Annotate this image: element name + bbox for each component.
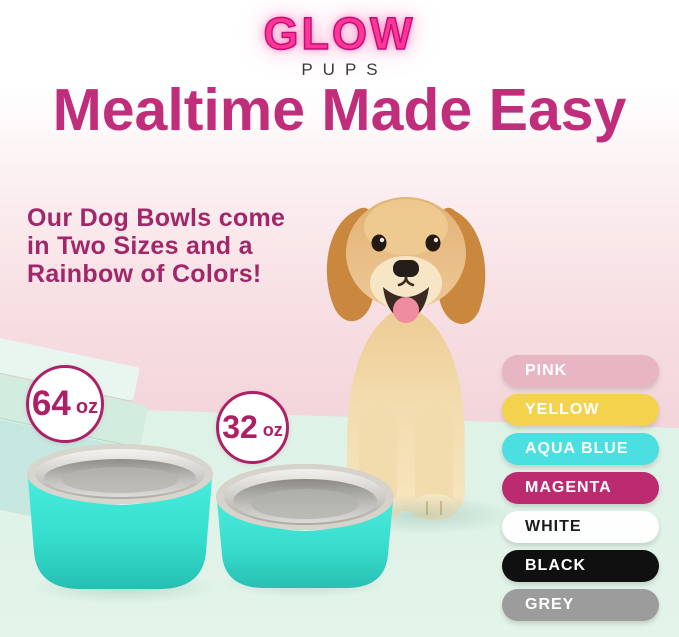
headline: Mealtime Made Easy	[52, 77, 627, 143]
brand-block: GLOW PUPS	[0, 7, 679, 80]
swatch-aqua-blue: AQUA BLUE	[502, 433, 659, 465]
brand-subtitle: PUPS	[301, 60, 388, 79]
swatch-white: WHITE	[502, 511, 659, 543]
tagline: Our Dog Bowls come in Two Sizes and a Ra…	[27, 204, 327, 288]
size-unit: oz	[262, 420, 283, 440]
dog-bowl-large	[27, 444, 213, 589]
tagline-line-1: Our Dog Bowls come	[27, 204, 286, 232]
swatch-grey: GREY	[502, 589, 659, 621]
size-value: 64	[31, 384, 71, 423]
swatch-pink: PINK	[502, 355, 659, 387]
size-value: 32	[222, 409, 258, 445]
tagline-line-3: Rainbow of Colors!	[27, 260, 262, 288]
dog-bowl-small	[216, 464, 394, 588]
size-badge-64oz: 64 oz	[26, 365, 104, 443]
color-swatch-list: PINK YELLOW AQUA BLUE MAGENTA WHITE BLAC…	[502, 355, 659, 628]
brand-logo: GLOW	[263, 7, 416, 60]
size-unit: oz	[75, 395, 99, 418]
tagline-line-2: in Two Sizes and a	[27, 232, 253, 260]
size-badge-32oz: 32 oz	[216, 391, 289, 464]
swatch-yellow: YELLOW	[502, 394, 659, 426]
swatch-magenta: MAGENTA	[502, 472, 659, 504]
swatch-black: BLACK	[502, 550, 659, 582]
